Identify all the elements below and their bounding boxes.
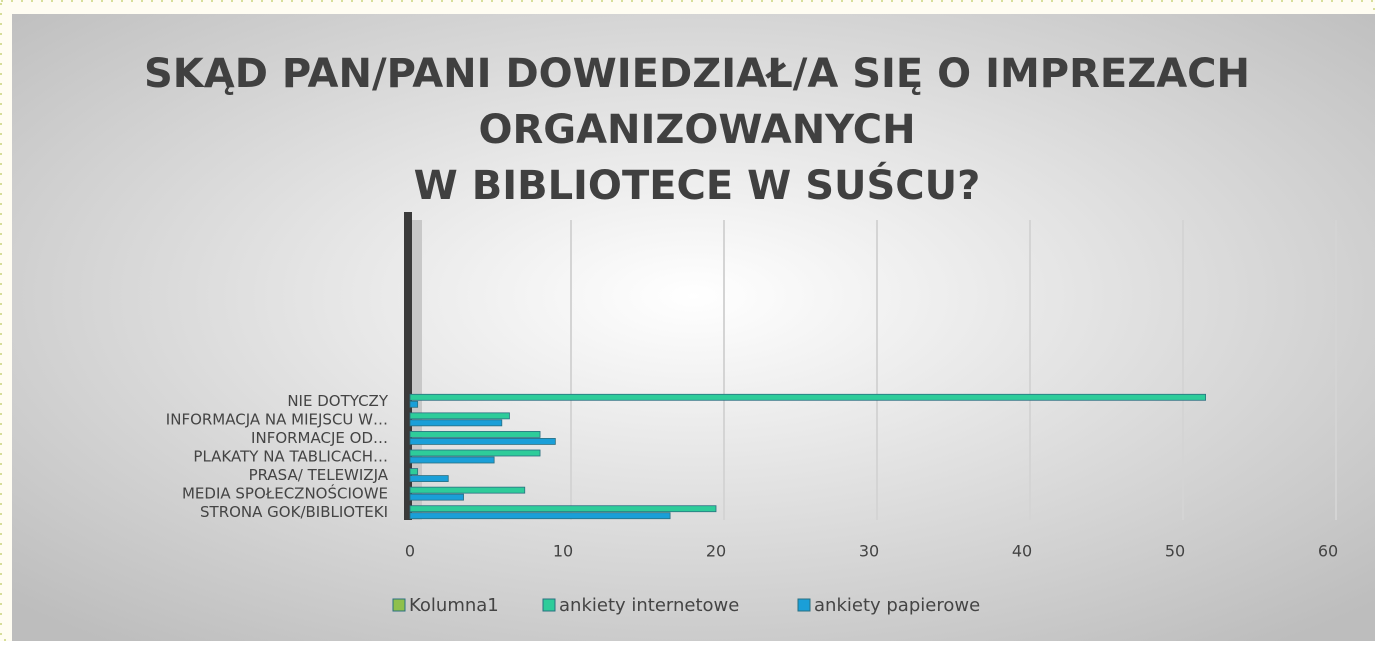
bar xyxy=(409,475,449,482)
y-tick-label: MEDIA SPOŁECZNOŚCIOWE xyxy=(182,484,388,503)
bar xyxy=(409,486,526,494)
x-tick-label: 40 xyxy=(1012,542,1032,561)
bar xyxy=(409,512,671,520)
x-tick-label: 0 xyxy=(405,542,415,561)
bar xyxy=(409,400,419,408)
legend-swatch xyxy=(542,598,556,612)
bar xyxy=(409,419,503,427)
legend-label: Kolumna1 xyxy=(409,595,499,616)
chart-title: W BIBLIOTECE W SUŚCU? xyxy=(414,161,981,209)
legend-swatch xyxy=(797,598,811,612)
bar xyxy=(409,505,717,513)
axis-wall xyxy=(404,212,412,520)
y-tick-label: INFORMACJA NA MIEJSCU W… xyxy=(166,410,388,428)
legend-label: ankiety papierowe xyxy=(814,595,980,616)
y-tick-label: PLAKATY NA TABLICACH… xyxy=(193,448,388,466)
y-tick-label: INFORMACJE OD… xyxy=(251,429,388,447)
legend-label: ankiety internetowe xyxy=(559,595,739,616)
chart-title: ORGANIZOWANYCH xyxy=(478,107,915,153)
axis-wall-side xyxy=(412,220,422,520)
bar xyxy=(409,449,541,457)
bar xyxy=(409,456,495,464)
bar xyxy=(409,438,556,445)
bar xyxy=(409,468,419,475)
bar xyxy=(409,412,510,420)
x-tick-label: 30 xyxy=(859,542,879,561)
bar xyxy=(409,431,541,438)
x-tick-label: 50 xyxy=(1165,542,1185,561)
x-tick-label: 20 xyxy=(706,542,726,561)
chart-area xyxy=(12,14,1375,641)
chart-title: SKĄD PAN/PANI DOWIEDZIAŁ/A SIĘ O IMPREZA… xyxy=(144,51,1250,97)
x-tick-label: 10 xyxy=(553,542,573,561)
y-tick-label: STRONA GOK/BIBLIOTEKI xyxy=(200,503,388,521)
x-tick-label: 60 xyxy=(1318,542,1338,561)
bar xyxy=(409,393,1206,401)
legend-swatch xyxy=(392,598,406,612)
y-tick-label: NIE DOTYCZY xyxy=(287,392,389,410)
bar xyxy=(409,493,464,501)
y-tick-label: PRASA/ TELEWIZJA xyxy=(249,466,389,484)
